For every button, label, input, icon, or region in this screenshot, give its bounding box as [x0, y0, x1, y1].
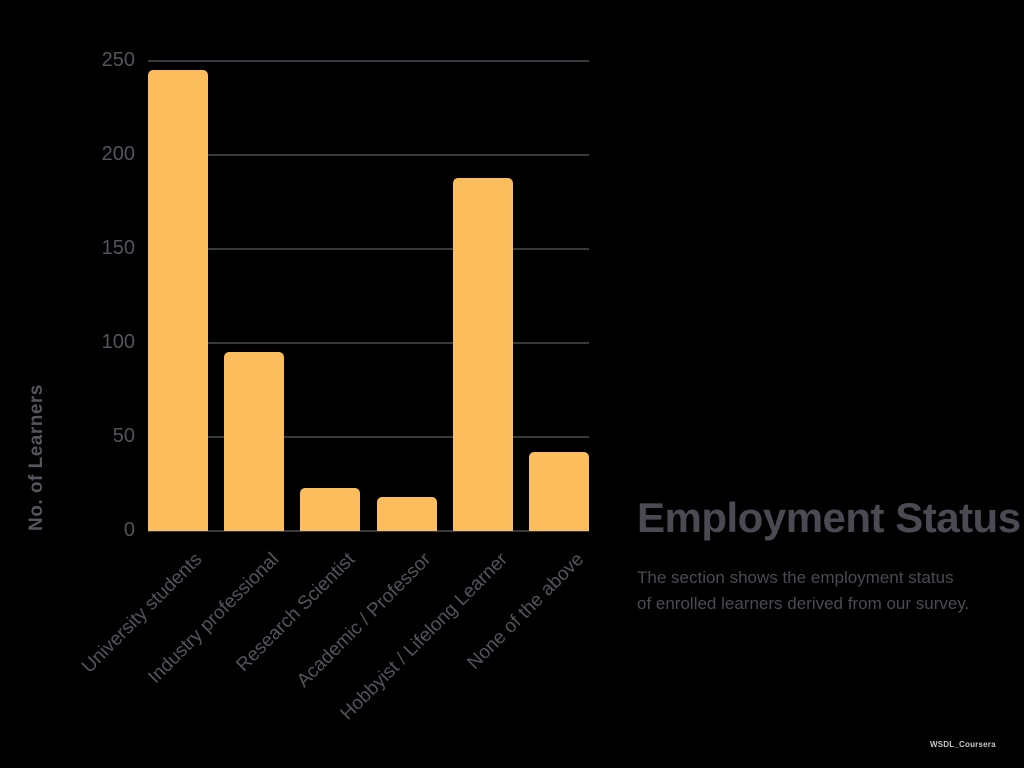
bar-2 — [300, 488, 361, 531]
gridline-250 — [148, 60, 589, 62]
gridline-150 — [148, 248, 589, 250]
bar-4 — [452, 178, 513, 531]
y-tick-label-100: 100 — [101, 331, 135, 354]
bar-series — [148, 61, 589, 531]
gridline-50 — [148, 436, 589, 438]
gridline-0 — [148, 530, 589, 532]
gridline-200 — [148, 154, 589, 156]
section-description-line1: The section shows the employment status — [637, 568, 954, 587]
x-axis-label-1: Industry professional — [144, 549, 284, 688]
y-tick-label-150: 150 — [101, 237, 135, 260]
bar-chart-plot-area: 0 50 100 150 200 250 University students Indus… — [78, 49, 589, 724]
y-tick-label-50: 50 — [112, 425, 135, 448]
section-description-line2: of enrolled learners derived from our su… — [637, 594, 970, 613]
y-tick-label-200: 200 — [101, 143, 135, 166]
y-axis-title: No. of Learners — [26, 384, 47, 531]
watermark-text: WSDL_Coursera — [930, 740, 996, 749]
bar-3 — [376, 497, 437, 531]
bar-1 — [224, 352, 285, 531]
bar-5 — [528, 452, 589, 531]
y-tick-label-250: 250 — [101, 49, 135, 72]
section-title: Employment Status — [637, 494, 1021, 541]
section-description: The section shows the employment status … — [637, 565, 969, 617]
x-axis-label-3: Academic / Professor — [292, 549, 436, 692]
bar-0 — [148, 70, 208, 531]
y-tick-label-0: 0 — [123, 519, 135, 542]
gridline-100 — [148, 342, 589, 344]
